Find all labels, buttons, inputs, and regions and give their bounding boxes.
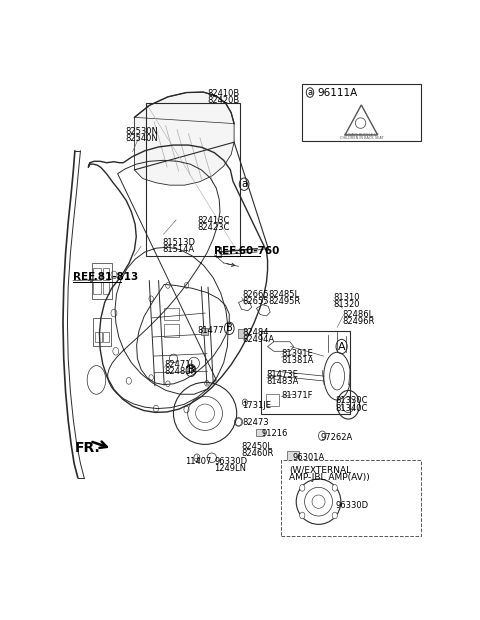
Bar (94, 268, 101, 280)
Text: 82481R: 82481R (164, 367, 196, 376)
Text: 97262A: 97262A (321, 433, 353, 441)
Text: AMP-JBL AMP(AV)): AMP-JBL AMP(AV)) (289, 473, 370, 482)
Circle shape (332, 484, 337, 491)
Bar (238, 329, 247, 338)
Text: 81340C: 81340C (335, 404, 368, 412)
Text: B: B (188, 365, 194, 375)
Text: 96301A: 96301A (292, 453, 325, 463)
Text: 81371F: 81371F (281, 391, 313, 400)
Text: FR.: FR. (75, 441, 101, 454)
Text: 82485L: 82485L (268, 290, 300, 298)
Bar (92, 263, 112, 299)
Text: 1249LN: 1249LN (215, 464, 246, 473)
Text: 81391E: 81391E (281, 349, 313, 358)
Text: 82460R: 82460R (241, 450, 274, 458)
Text: 82413C: 82413C (198, 216, 230, 224)
Text: B: B (226, 324, 233, 334)
Text: 96111A: 96111A (317, 87, 358, 97)
Text: 82496R: 82496R (343, 317, 375, 326)
Bar (145, 103, 240, 256)
Bar (261, 330, 350, 414)
Text: 81514A: 81514A (162, 245, 194, 254)
Text: 81330C: 81330C (335, 396, 368, 405)
Text: 82486L: 82486L (343, 309, 374, 319)
Text: 91216: 91216 (262, 429, 288, 438)
Bar (216, 247, 221, 257)
Bar (164, 308, 179, 321)
Bar (103, 332, 109, 342)
Text: 82495R: 82495R (268, 296, 300, 306)
Text: REF.60-760: REF.60-760 (215, 246, 280, 256)
Text: 11407: 11407 (185, 456, 211, 466)
Text: 82665: 82665 (242, 290, 269, 298)
Bar (94, 282, 101, 294)
Text: REF.81-813: REF.81-813 (73, 272, 138, 282)
Text: 82540N: 82540N (125, 135, 158, 143)
Text: 1731JE: 1731JE (242, 401, 271, 410)
Bar (95, 332, 102, 342)
Text: 82530N: 82530N (125, 127, 158, 136)
Bar (266, 394, 279, 406)
Text: 82473: 82473 (242, 418, 269, 427)
Polygon shape (134, 92, 234, 185)
Text: 96330D: 96330D (215, 456, 248, 466)
Text: 81381A: 81381A (281, 356, 314, 365)
Text: 82471L: 82471L (164, 360, 195, 369)
Text: a: a (241, 179, 247, 189)
Bar (202, 328, 208, 335)
Text: 81513D: 81513D (162, 238, 195, 247)
Text: 82655: 82655 (242, 296, 269, 306)
Circle shape (300, 512, 305, 519)
Bar (256, 429, 264, 436)
Text: ALWAYS BUCKLE UP: ALWAYS BUCKLE UP (344, 133, 379, 137)
Text: 81477: 81477 (198, 326, 224, 335)
Text: (W/EXTERNAL: (W/EXTERNAL (289, 466, 351, 475)
Bar (287, 451, 299, 461)
Text: CHILDREN IN BACK SEAT: CHILDREN IN BACK SEAT (339, 136, 383, 140)
Text: 96330D: 96330D (335, 502, 369, 510)
Text: 81310: 81310 (334, 293, 360, 303)
Circle shape (332, 512, 337, 519)
Bar (103, 268, 109, 280)
Bar (93, 318, 111, 345)
Text: 82484: 82484 (242, 328, 269, 337)
Bar (164, 324, 179, 337)
Text: 82420B: 82420B (207, 96, 239, 105)
Text: 82450L: 82450L (241, 442, 273, 451)
Text: 81320: 81320 (334, 301, 360, 309)
Circle shape (300, 484, 305, 491)
Text: 81483A: 81483A (266, 377, 299, 386)
Text: a: a (307, 88, 312, 97)
Text: A: A (338, 342, 346, 352)
Text: 82494A: 82494A (242, 335, 275, 344)
Bar (281, 459, 421, 536)
Text: 81473E: 81473E (266, 370, 299, 379)
Bar (103, 282, 109, 294)
Text: 82410B: 82410B (207, 89, 239, 98)
Bar (302, 84, 421, 141)
Text: 82423C: 82423C (198, 223, 230, 232)
